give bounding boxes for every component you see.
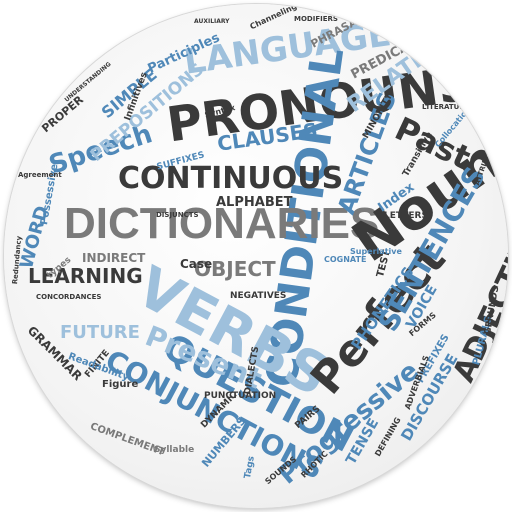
word-punctuation: PUNCTUATION — [204, 391, 277, 401]
word-auxiliary: AUXILIARY — [194, 18, 230, 25]
word-proper: PROPER — [39, 93, 86, 136]
word-negatives: NEGATIVES — [230, 291, 287, 301]
word-understanding: UNDERSTANDING — [63, 60, 113, 104]
word-syllable: Syllable — [154, 445, 195, 455]
word-literature: LITERATURE — [422, 103, 470, 111]
word-tags: Tags — [243, 455, 257, 480]
word-learning: LEARNING — [28, 264, 143, 288]
word-case: Case — [180, 257, 213, 271]
word-concordance: CONCORDANCES — [36, 293, 102, 301]
word-continuous: CONTINUOUS — [118, 161, 344, 196]
word-modifiers: MODIFIERS — [294, 15, 338, 23]
word-object: OBJECT — [194, 257, 276, 281]
word-alphabet: ALPHABET — [216, 195, 293, 210]
word-cloud-disc: PRONOUNS LANGUAGE CONDITIONAL DICTIONARI… — [4, 4, 508, 508]
word-figure: Figure — [102, 379, 139, 390]
word-agreement: Agreement — [18, 171, 62, 179]
word-letters: LETTERS — [384, 211, 428, 221]
word-disjuncts: DISJUNCTS — [156, 211, 199, 219]
word-superlative: Superlative — [350, 247, 402, 256]
word-dictionaries: DICTIONARIES — [64, 199, 380, 248]
word-cognate: COGNATE — [324, 255, 367, 264]
word-future: FUTURE — [60, 322, 140, 343]
word-indirect: INDIRECT — [82, 251, 146, 265]
